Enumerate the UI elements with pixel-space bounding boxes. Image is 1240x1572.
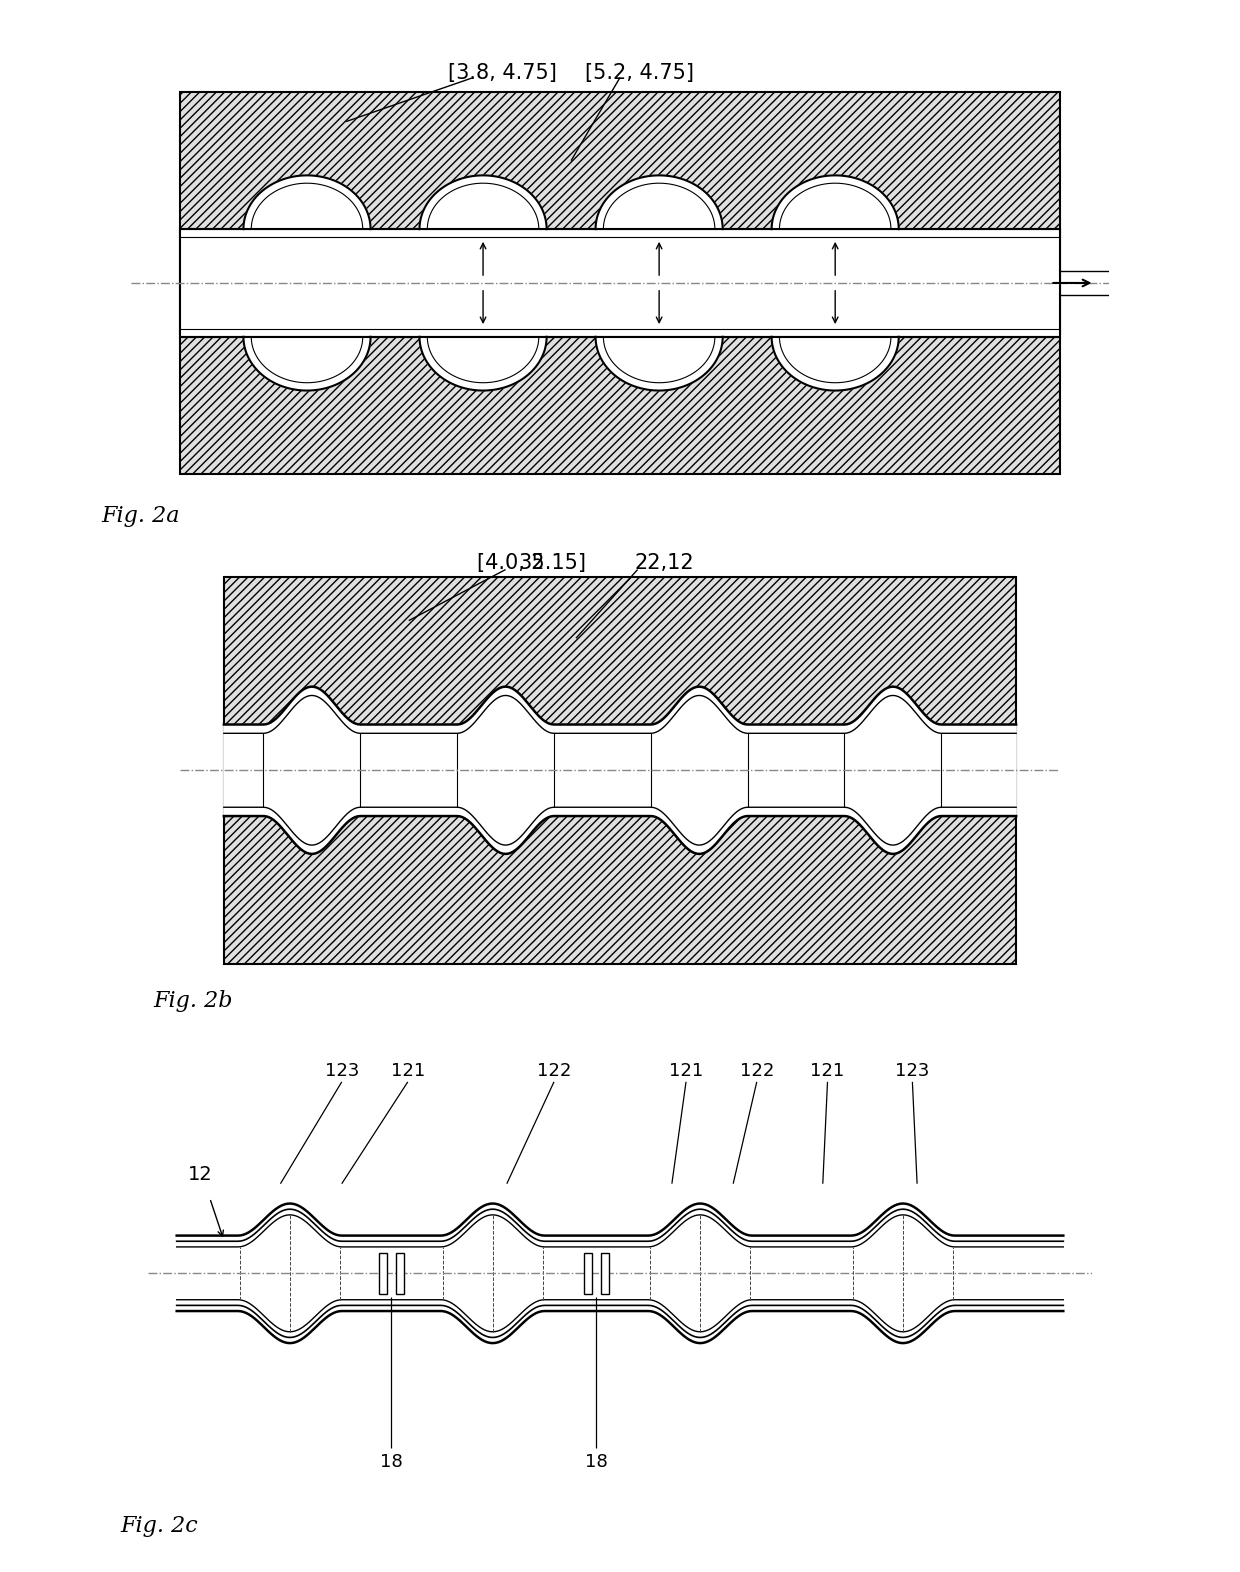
Text: 121: 121 <box>391 1061 425 1080</box>
Polygon shape <box>176 1209 1064 1247</box>
Bar <box>379 1253 387 1294</box>
Polygon shape <box>771 176 899 230</box>
Polygon shape <box>224 808 1016 854</box>
Text: 22,12: 22,12 <box>634 553 694 574</box>
Text: 32: 32 <box>518 553 546 574</box>
Text: 123: 123 <box>895 1061 930 1080</box>
Text: Fig. 2c: Fig. 2c <box>120 1515 198 1537</box>
Text: 12: 12 <box>188 1165 212 1184</box>
Bar <box>180 230 1060 336</box>
Bar <box>224 577 1016 964</box>
Text: 121: 121 <box>668 1061 703 1080</box>
Text: [5.2, 4.75]: [5.2, 4.75] <box>585 63 694 83</box>
Text: 122: 122 <box>739 1061 774 1080</box>
Polygon shape <box>419 336 547 390</box>
Text: [4.0, 5.15]: [4.0, 5.15] <box>477 553 587 574</box>
Text: 18: 18 <box>585 1453 608 1471</box>
Bar <box>584 1253 591 1294</box>
Bar <box>180 93 1060 473</box>
Text: Fig. 2a: Fig. 2a <box>102 506 180 528</box>
Polygon shape <box>224 695 1016 846</box>
Polygon shape <box>419 176 547 230</box>
Polygon shape <box>595 176 723 230</box>
Polygon shape <box>771 336 899 390</box>
Polygon shape <box>176 1215 1064 1331</box>
Text: 123: 123 <box>325 1061 358 1080</box>
Text: 18: 18 <box>379 1453 403 1471</box>
Text: Fig. 2b: Fig. 2b <box>154 990 233 1012</box>
Polygon shape <box>243 176 371 230</box>
Polygon shape <box>224 687 1016 733</box>
Polygon shape <box>176 1300 1064 1338</box>
Polygon shape <box>243 336 371 390</box>
Text: 122: 122 <box>537 1061 572 1080</box>
Bar <box>396 1253 403 1294</box>
Polygon shape <box>595 336 723 390</box>
Text: [3.8, 4.75]: [3.8, 4.75] <box>448 63 557 83</box>
Polygon shape <box>176 1204 1064 1242</box>
Bar <box>601 1253 609 1294</box>
Polygon shape <box>176 1305 1064 1342</box>
Text: 121: 121 <box>811 1061 844 1080</box>
